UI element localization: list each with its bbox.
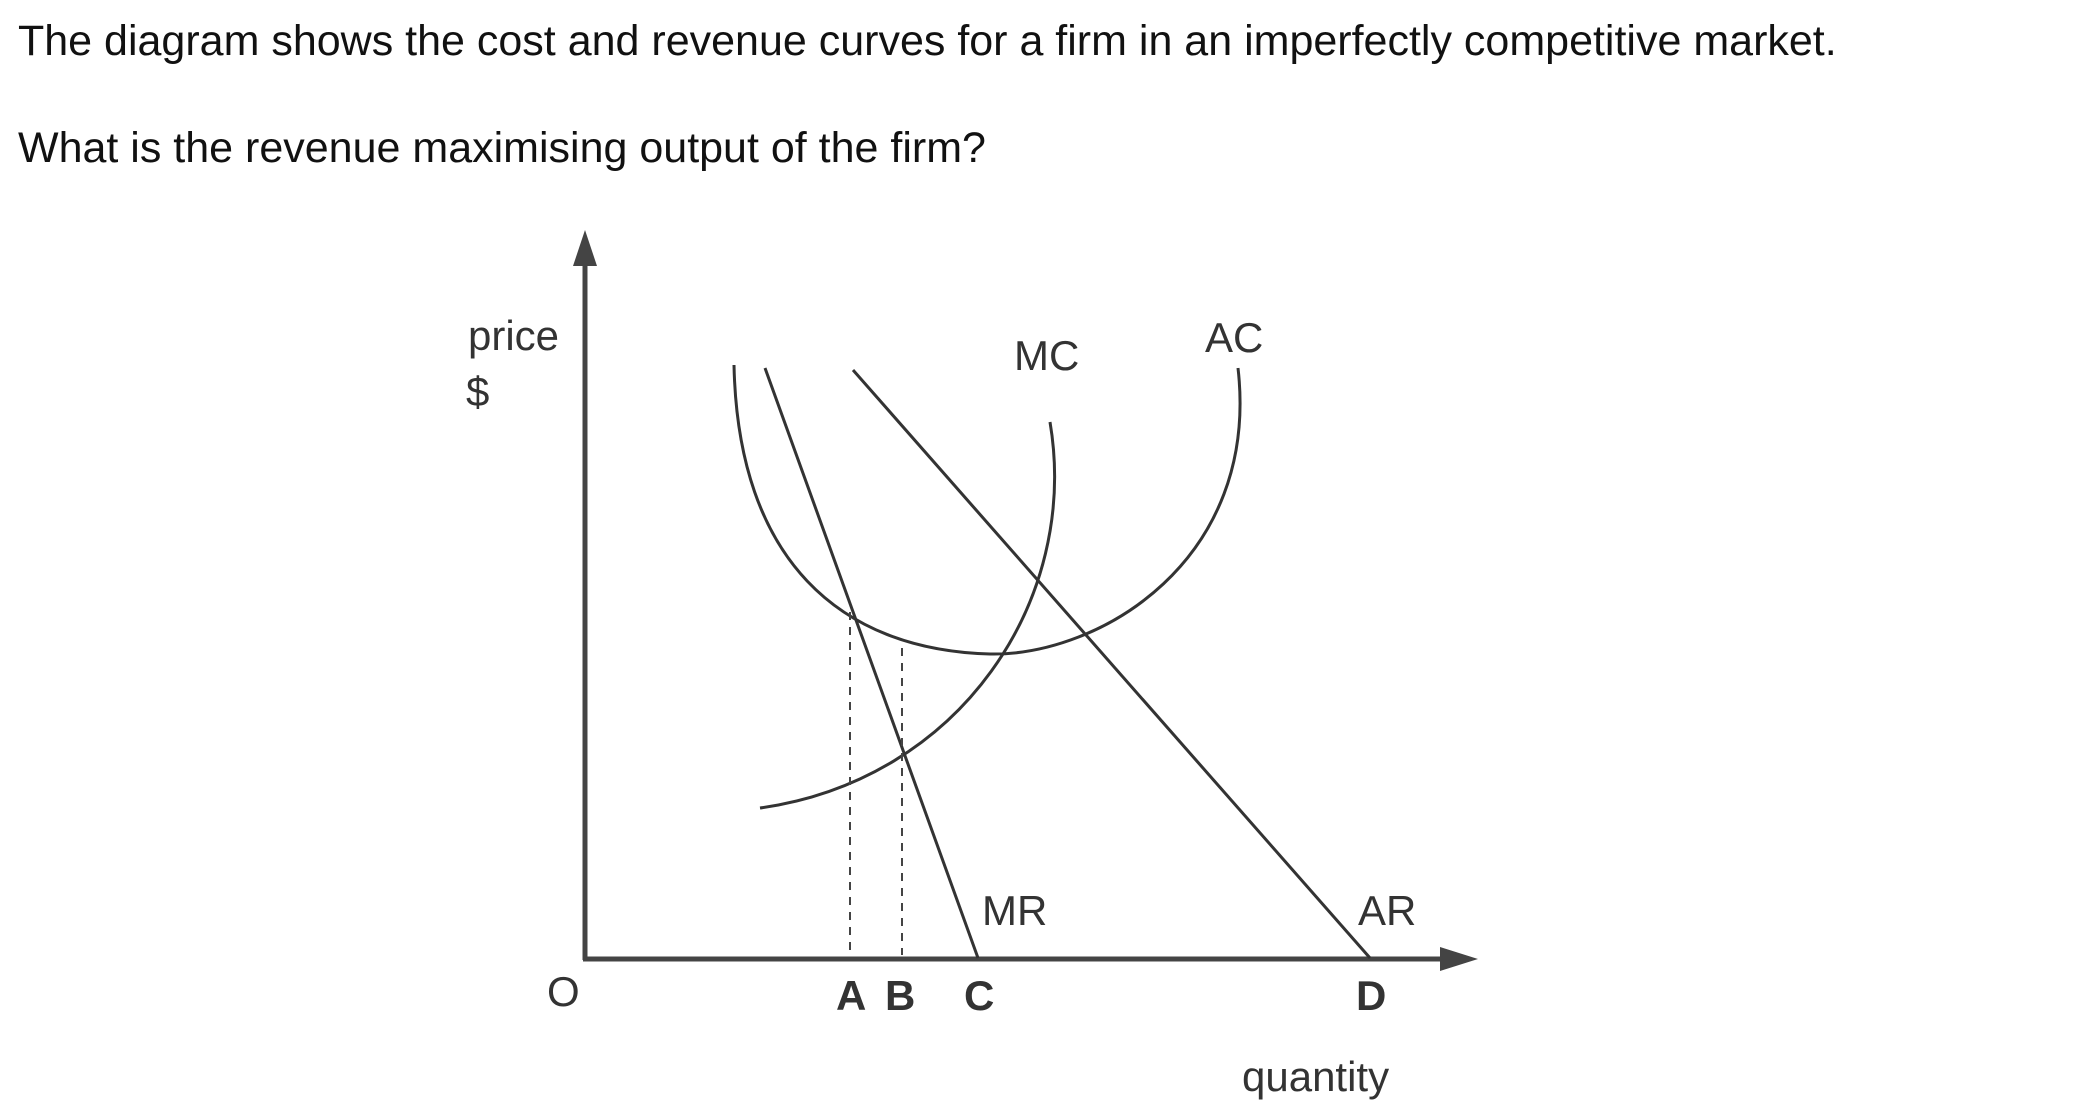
x-axis-label: quantity bbox=[1242, 1053, 1389, 1100]
x-axis-arrowhead bbox=[1440, 947, 1478, 971]
mr-label: MR bbox=[982, 887, 1047, 934]
ar-line bbox=[851, 369, 1372, 959]
origin-label: O bbox=[547, 968, 580, 1015]
point-label-a: A bbox=[836, 972, 866, 1019]
y-axis-label-price: price bbox=[468, 312, 559, 359]
question-text: The diagram shows the cost and revenue c… bbox=[18, 17, 1837, 65]
y-axis-label-dollar: $ bbox=[466, 368, 489, 415]
point-label-d: D bbox=[1356, 972, 1386, 1019]
point-label-b: B bbox=[885, 972, 915, 1019]
ac-curve bbox=[732, 364, 1242, 656]
y-axis-arrowhead bbox=[573, 230, 597, 266]
mc-label: MC bbox=[1014, 332, 1079, 379]
mc-curve bbox=[759, 421, 1056, 810]
point-label-c: C bbox=[964, 972, 994, 1019]
mr-line bbox=[763, 367, 980, 959]
ar-label: AR bbox=[1358, 887, 1416, 934]
question-prompt: What is the revenue maximising output of… bbox=[18, 124, 986, 172]
ac-label: AC bbox=[1205, 314, 1263, 361]
